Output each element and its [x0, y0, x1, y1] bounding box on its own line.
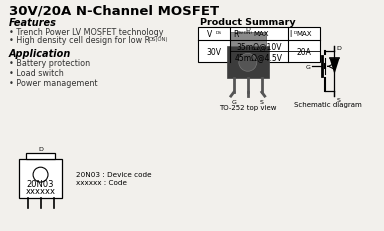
Text: MAX: MAX	[254, 31, 269, 37]
Text: 20N03 : Device code: 20N03 : Device code	[76, 171, 152, 177]
Bar	[230, 33, 266, 47]
Text: • Load switch: • Load switch	[9, 69, 63, 78]
Text: D: D	[293, 31, 296, 35]
Text: D: D	[336, 46, 341, 51]
Text: MAX: MAX	[296, 31, 312, 37]
Text: G: G	[232, 100, 236, 105]
Text: Application: Application	[9, 49, 71, 59]
Polygon shape	[329, 59, 339, 75]
Circle shape	[33, 167, 48, 182]
Circle shape	[239, 54, 257, 72]
Text: xxxxxx: xxxxxx	[26, 186, 56, 195]
Bar	[198, 27, 319, 63]
Text: G: G	[305, 64, 310, 70]
Text: 20N03: 20N03	[27, 179, 54, 188]
Text: • High density cell design for low R: • High density cell design for low R	[9, 36, 150, 45]
Text: I: I	[290, 30, 292, 39]
Text: Schematic diagram: Schematic diagram	[294, 102, 361, 108]
Text: S: S	[260, 100, 264, 105]
Text: 30V/20A N-Channel MOSFET: 30V/20A N-Channel MOSFET	[9, 5, 219, 18]
Text: V: V	[207, 30, 212, 39]
Bar	[227, 47, 269, 79]
Text: 30V: 30V	[207, 48, 222, 57]
Text: DS(ON): DS(ON)	[148, 37, 168, 42]
Text: Features: Features	[9, 18, 56, 27]
Text: Product Summary: Product Summary	[200, 18, 296, 27]
Bar	[19, 159, 63, 199]
Text: D: D	[245, 26, 250, 31]
Text: DS(ON): DS(ON)	[237, 31, 253, 35]
Text: • Trench Power LV MOSFET technology: • Trench Power LV MOSFET technology	[9, 27, 163, 36]
Text: • Battery protection: • Battery protection	[9, 59, 90, 68]
Text: DS: DS	[216, 31, 222, 35]
Text: 45mΩ@4.5V: 45mΩ@4.5V	[235, 53, 283, 62]
Text: • Power management: • Power management	[9, 79, 97, 88]
Bar	[26, 153, 56, 159]
Text: R: R	[233, 30, 238, 39]
Text: 20A: 20A	[296, 48, 311, 57]
Text: D: D	[38, 146, 43, 151]
Text: 35mΩ@10V: 35mΩ@10V	[236, 42, 281, 51]
Text: S: S	[336, 98, 340, 103]
Text: TO-252 top view: TO-252 top view	[219, 105, 276, 111]
Text: xxxxxx : Code: xxxxxx : Code	[76, 179, 127, 185]
